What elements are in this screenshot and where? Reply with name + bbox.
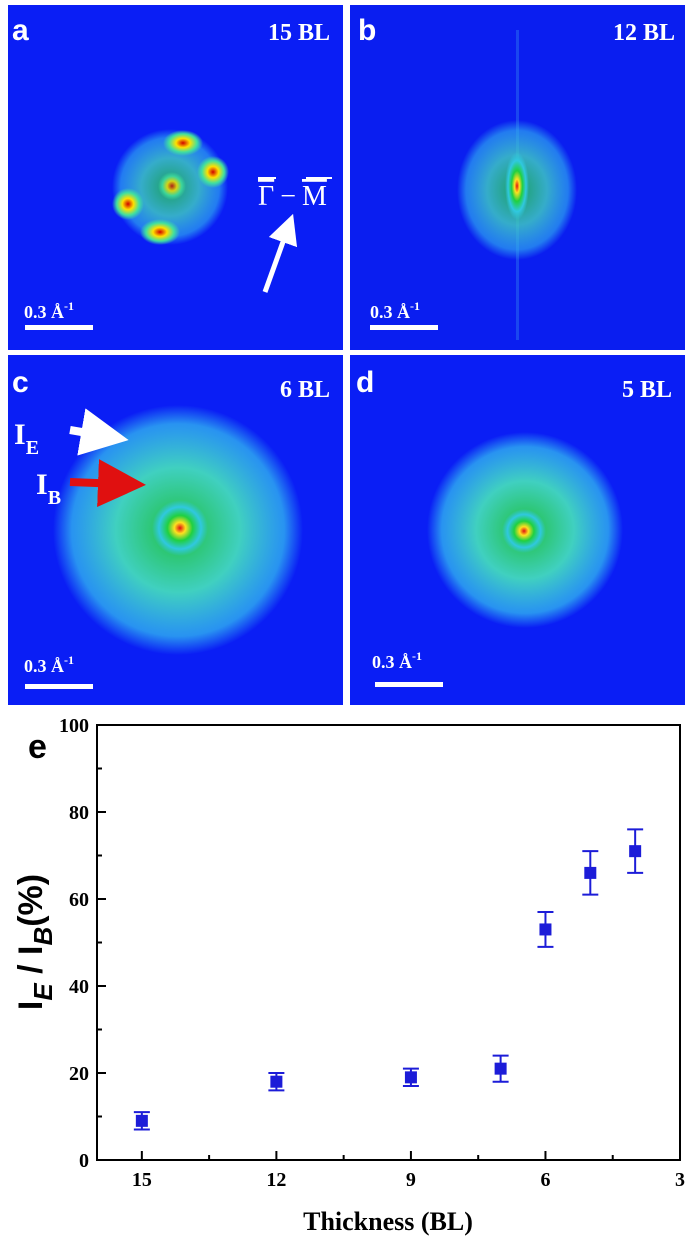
data-point [629, 845, 642, 858]
scale-bar [370, 325, 438, 330]
arrow [69, 408, 129, 456]
arrow [69, 459, 146, 508]
pattern [112, 188, 144, 220]
y-tick-label: 40 [69, 976, 89, 998]
symbol: I [36, 468, 48, 501]
thickness-label: 15 BL [268, 20, 330, 46]
panel-label: d [356, 366, 374, 399]
arrow [262, 213, 298, 293]
scale-text: 0.3 Å [24, 656, 64, 676]
x-tick-label: 9 [406, 1169, 416, 1191]
scale-text: 0.3 Å [372, 652, 412, 672]
symbol: I [14, 418, 26, 451]
thickness-label: 6 BL [280, 377, 330, 403]
x-axis-label: Thickness (BL) [303, 1207, 473, 1236]
x-tick-label: 6 [540, 1169, 550, 1191]
scale-bar [25, 684, 93, 689]
x-tick-label: 3 [675, 1169, 685, 1191]
x-tick-label: 12 [266, 1169, 286, 1191]
symbol: Γ [258, 181, 274, 212]
bulk-label: IB [36, 468, 61, 509]
scale-label: 0.3 Å-1 [24, 299, 74, 322]
data-point [584, 866, 597, 879]
plot-frame [96, 724, 681, 1161]
subscript: B [28, 927, 58, 946]
subscript: B [48, 487, 61, 509]
scale-label: 0.3 Å-1 [24, 653, 74, 676]
pattern [158, 172, 186, 200]
data-point [135, 1114, 148, 1127]
y-tick-label: 60 [69, 889, 89, 911]
symbol: M [302, 181, 327, 212]
scale-text: 0.3 Å [24, 302, 64, 322]
scale-bar [25, 325, 93, 330]
direction-label: Γ − M [258, 181, 327, 212]
thickness-label: 12 BL [613, 20, 675, 46]
subscript: E [28, 983, 58, 1001]
thickness-label: 5 BL [622, 377, 672, 403]
scale-sup: -1 [64, 653, 74, 667]
plot: e Thickness (BL) IE / IB(%) [12, 724, 681, 1236]
scale-sup: -1 [412, 649, 422, 663]
scale-bar [375, 682, 443, 687]
scale-sup: -1 [64, 299, 74, 313]
pattern [502, 509, 546, 553]
edge-label: IE [14, 418, 39, 459]
panel-images [8, 5, 685, 705]
panel-label: b [358, 14, 376, 47]
data-point [404, 1071, 417, 1084]
pattern [197, 156, 229, 188]
pattern [152, 500, 208, 556]
y-axis-label: IE / IB(%) [12, 874, 58, 1010]
symbol: − [280, 181, 296, 212]
scale-sup: -1 [410, 299, 420, 313]
label-text: I [12, 1001, 50, 1010]
pattern [505, 152, 529, 220]
y-tick-label: 80 [69, 802, 89, 824]
data-point [270, 1075, 283, 1088]
chart-title: e [28, 728, 47, 766]
data-point [539, 923, 552, 936]
y-tick-label: 100 [59, 715, 89, 737]
x-tick-label: 15 [132, 1169, 152, 1191]
pattern [140, 219, 180, 245]
scale-label: 0.3 Å-1 [372, 649, 422, 672]
scale-label: 0.3 Å-1 [370, 299, 420, 322]
scale-text: 0.3 Å [370, 302, 410, 322]
panel-label: c [12, 366, 29, 399]
pattern [163, 130, 203, 156]
y-tick-label: 0 [79, 1150, 89, 1172]
subscript: E [26, 437, 39, 459]
panel-label: a [12, 14, 29, 47]
panel-texts: a 15 BL 0.3 Å-1 b 12 BL 0.3 Å-1 c 6 BL 0… [12, 14, 675, 676]
y-tick-label: 20 [69, 1063, 89, 1085]
data-point [494, 1062, 507, 1075]
label-text: (%) [12, 874, 50, 927]
label-text: / I [12, 946, 50, 984]
